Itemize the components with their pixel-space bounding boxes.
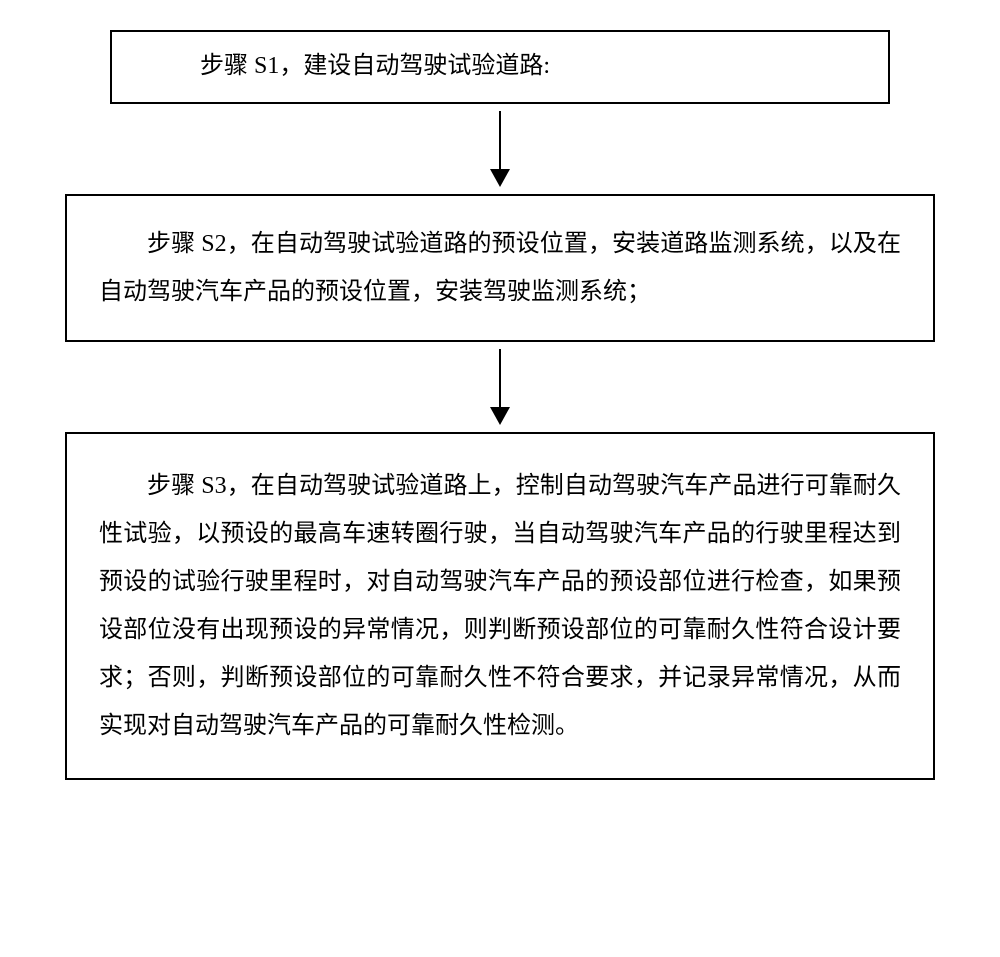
arrow-line-icon — [499, 111, 502, 169]
arrow-head-icon — [490, 169, 510, 187]
arrow-line-icon — [499, 349, 502, 407]
flowchart-node-s3: 步骤 S3，在自动驾驶试验道路上，控制自动驾驶汽车产品进行可靠耐久性试验，以预设… — [65, 432, 935, 780]
flowchart-node-s2: 步骤 S2，在自动驾驶试验道路的预设位置，安装道路监测系统，以及在自动驾驶汽车产… — [65, 194, 935, 342]
flow-arrow — [490, 342, 510, 432]
node-text: 步骤 S1，建设自动驾驶试验道路: — [152, 50, 848, 84]
node-text: 步骤 S2，在自动驾驶试验道路的预设位置，安装道路监测系统，以及在自动驾驶汽车产… — [99, 220, 901, 316]
node-text: 步骤 S3，在自动驾驶试验道路上，控制自动驾驶汽车产品进行可靠耐久性试验，以预设… — [99, 462, 901, 750]
arrow-head-icon — [490, 407, 510, 425]
flowchart-node-s1: 步骤 S1，建设自动驾驶试验道路: — [110, 30, 890, 104]
flow-arrow — [490, 104, 510, 194]
flowchart-container: 步骤 S1，建设自动驾驶试验道路: 步骤 S2，在自动驾驶试验道路的预设位置，安… — [60, 30, 940, 780]
